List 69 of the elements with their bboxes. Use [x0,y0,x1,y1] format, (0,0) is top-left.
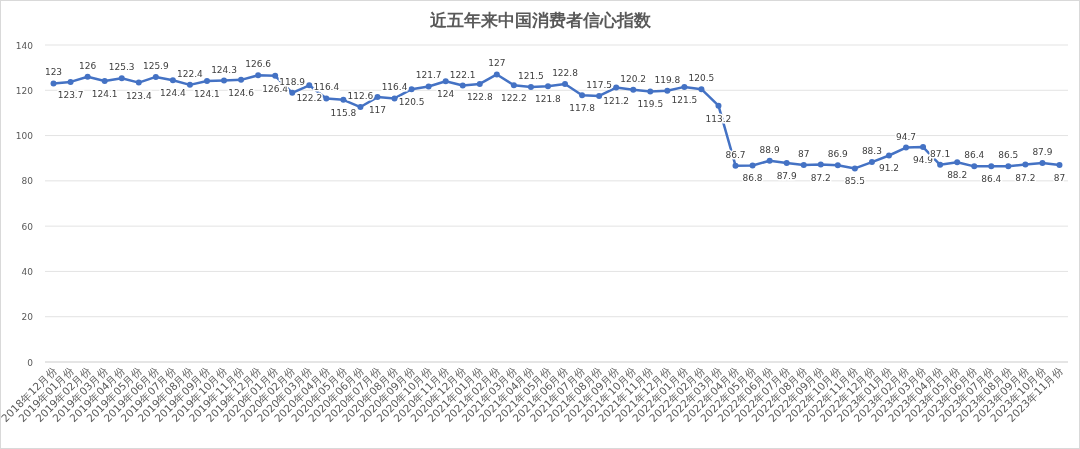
point [937,161,944,168]
point [323,95,330,102]
point [579,92,586,99]
point [954,159,961,166]
point [681,83,688,90]
point [152,73,159,80]
point [732,162,739,169]
point [868,159,875,166]
point [67,78,74,85]
point [817,161,824,168]
point [766,157,773,164]
point [510,82,517,89]
point [221,77,228,84]
point [800,162,807,169]
point [851,165,858,172]
point [903,144,910,151]
point [698,86,705,93]
point [1005,163,1012,170]
point [834,162,841,169]
point [203,78,210,84]
title: 近五年来中国消费者信心指数 [429,10,651,30]
point [476,80,483,87]
point [613,84,620,91]
point [238,76,245,83]
point [749,162,756,169]
y-tick-label: 20 [21,312,34,323]
point [988,163,995,170]
y-tick-label: 120 [15,85,34,96]
y-tick-label: 0 [27,357,34,368]
point [357,104,364,111]
point [544,83,551,90]
point [885,152,892,159]
y-tick-label: 60 [21,221,34,232]
point [306,82,313,89]
point [186,81,193,88]
point [647,88,654,95]
point [562,80,569,87]
point [783,159,790,166]
y-tick-label: 80 [21,176,34,187]
point [340,96,347,103]
y-tick-label: 140 [15,40,34,51]
point [118,75,125,82]
point [272,72,279,79]
point [442,78,449,85]
y-tick-label: 40 [21,266,34,277]
point [715,102,722,109]
point [596,92,603,99]
point [289,89,296,96]
point [527,83,534,90]
point [391,95,398,102]
point [630,86,637,93]
point [169,77,176,84]
point [920,144,927,151]
y-tick-label: 100 [15,131,34,142]
point [374,94,381,101]
point [425,83,432,90]
point [101,78,108,84]
point [1056,162,1063,169]
point [135,79,142,86]
point [84,73,91,80]
point [408,86,415,93]
point [971,163,978,170]
point [50,80,57,87]
point [255,72,262,79]
point [1022,161,1029,168]
point [459,82,466,89]
point [493,71,500,78]
point [664,87,671,94]
point [1039,159,1046,166]
